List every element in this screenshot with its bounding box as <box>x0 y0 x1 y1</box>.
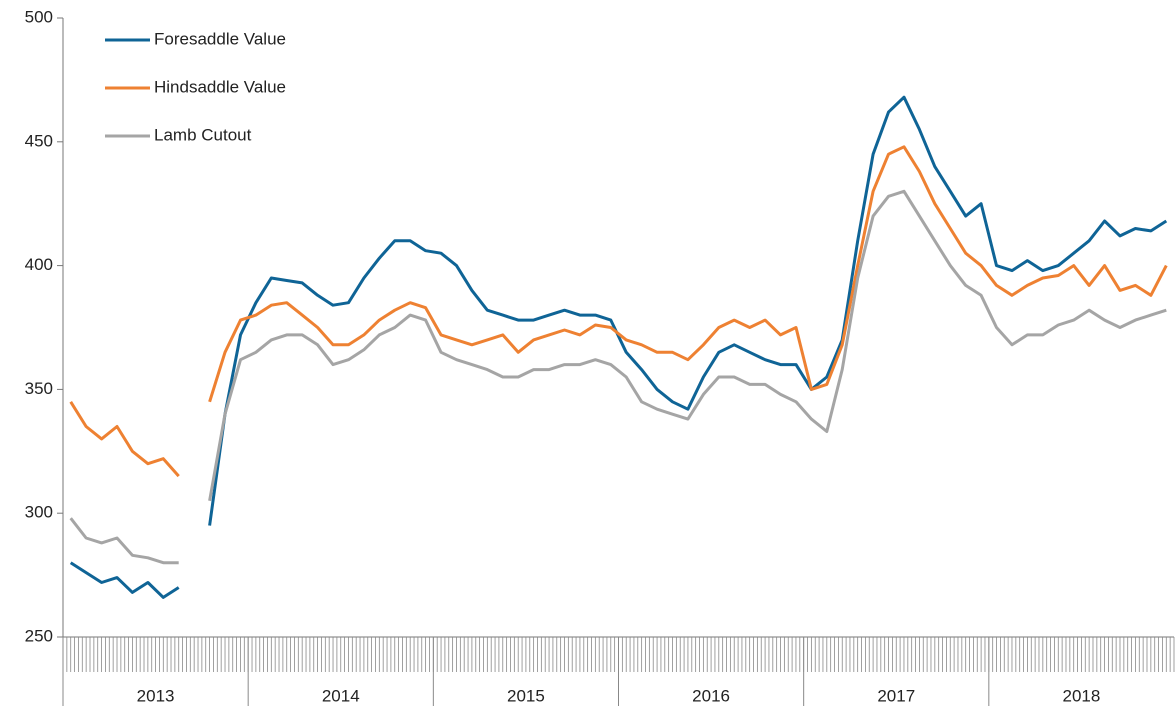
y-tick-label: 350 <box>25 379 53 398</box>
x-group-label: 2017 <box>877 686 915 705</box>
y-tick-label: 500 <box>25 7 53 26</box>
y-tick-label: 300 <box>25 503 53 522</box>
x-group-label: 2014 <box>322 686 360 705</box>
y-tick-label: 400 <box>25 255 53 274</box>
series-line <box>69 189 1167 565</box>
x-group-label: 2013 <box>137 686 175 705</box>
y-tick-label: 250 <box>25 626 53 645</box>
legend-label: Lamb Cutout <box>154 125 252 144</box>
series-line <box>69 95 1168 599</box>
legend-label: Hindsaddle Value <box>154 77 286 96</box>
x-group-label: 2016 <box>692 686 730 705</box>
x-group-label: 2018 <box>1063 686 1101 705</box>
series-line <box>69 145 1168 478</box>
y-tick-label: 450 <box>25 131 53 150</box>
x-group-label: 2015 <box>507 686 545 705</box>
legend-label: Foresaddle Value <box>154 29 286 48</box>
